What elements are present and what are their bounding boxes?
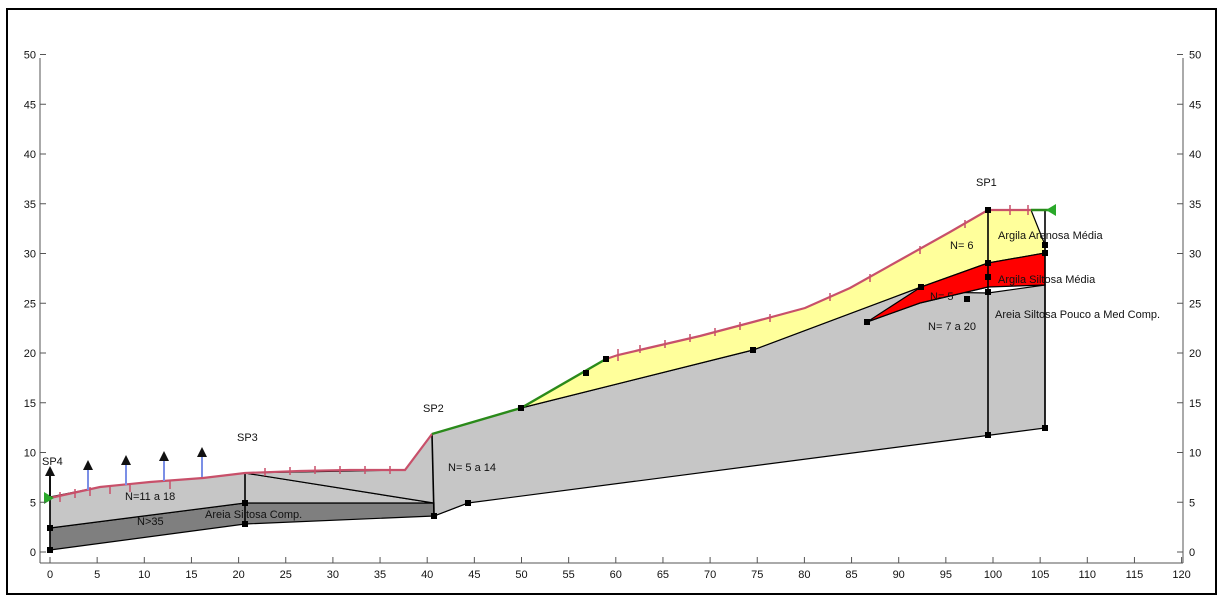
y-tick-label-left: 40 xyxy=(24,149,36,161)
y-tick-label-right: 30 xyxy=(1189,249,1201,261)
x-tick-label: 35 xyxy=(374,569,386,581)
y-tick-label-right: 15 xyxy=(1189,398,1201,410)
borehole-sp4-label: SP4 xyxy=(42,456,63,468)
y-tick-label-left: 25 xyxy=(24,298,36,310)
left-end-marker xyxy=(44,492,54,504)
y-tick-label-right: 50 xyxy=(1189,50,1201,62)
x-tick-label: 80 xyxy=(798,569,810,581)
annotations: SP4 SP3 SP2 SP1 N=11 a 18 N>35 Areia Sil… xyxy=(42,177,1160,528)
y-tick-label-left: 5 xyxy=(30,497,36,509)
right-end-marker xyxy=(1046,204,1056,216)
terrain-surface-right xyxy=(605,208,1031,361)
label-areia-pouco: Areia Siltosa Pouco a Med Comp. xyxy=(995,309,1160,321)
y-tick-label-right: 45 xyxy=(1189,99,1201,111)
x-tick-label: 30 xyxy=(327,569,339,581)
label-n5: N= 5 xyxy=(930,291,954,303)
y-tick-label-left: 15 xyxy=(24,398,36,410)
x-tick-label: 75 xyxy=(751,569,763,581)
x-tick-label: 20 xyxy=(232,569,244,581)
label-argila-siltosa: Argila Siltosa Média xyxy=(998,274,1096,286)
node-markers xyxy=(47,207,1048,553)
x-tick-label: 85 xyxy=(845,569,857,581)
y-tick-label-right: 20 xyxy=(1189,348,1201,360)
layer-group xyxy=(49,209,1046,551)
x-tick-label: 100 xyxy=(984,569,1002,581)
label-n7-20: N= 7 a 20 xyxy=(928,321,976,333)
x-tick-label: 15 xyxy=(185,569,197,581)
x-tick-label: 105 xyxy=(1031,569,1049,581)
y-tick-label-right: 40 xyxy=(1189,149,1201,161)
borehole-sp3-label: SP3 xyxy=(237,432,258,444)
x-tick-label: 45 xyxy=(468,569,480,581)
x-tick-label: 120 xyxy=(1172,569,1190,581)
label-n11-18: N=11 a 18 xyxy=(125,491,175,503)
y-tick-label-left: 35 xyxy=(24,199,36,211)
x-tick-label: 0 xyxy=(47,569,53,581)
x-tick-label: 95 xyxy=(940,569,952,581)
x-tick-label: 55 xyxy=(563,569,575,581)
y-tick-label-left: 0 xyxy=(30,547,36,559)
y-tick-label-left: 20 xyxy=(24,348,36,360)
surface-ticks xyxy=(59,205,1029,502)
x-tick-label: 90 xyxy=(893,569,905,581)
x-tick-label: 50 xyxy=(515,569,527,581)
x-tick-label: 10 xyxy=(138,569,150,581)
x-tick-label: 5 xyxy=(94,569,100,581)
x-tick-label: 70 xyxy=(704,569,716,581)
x-tick-label: 25 xyxy=(280,569,292,581)
borehole-lines xyxy=(49,210,1046,550)
x-tick-label: 60 xyxy=(610,569,622,581)
x-tick-label: 110 xyxy=(1079,569,1097,581)
label-argila-arenosa: Argila Arenosa Média xyxy=(998,230,1103,242)
label-n5-14: N= 5 a 14 xyxy=(448,462,496,474)
terrain-surface-left xyxy=(49,433,433,500)
x-tick-label: 65 xyxy=(657,569,669,581)
label-n35: N>35 xyxy=(137,516,164,528)
label-areia-siltosa-comp: Areia Siltosa Comp. xyxy=(205,509,302,521)
x-tick-label: 115 xyxy=(1126,569,1144,581)
y-tick-label-left: 50 xyxy=(24,50,36,62)
y-tick-label-left: 10 xyxy=(24,448,36,460)
y-tick-label-left: 45 xyxy=(24,99,36,111)
label-n6: N= 6 xyxy=(950,240,974,252)
y-tick-label-right: 25 xyxy=(1189,298,1201,310)
y-tick-label-right: 10 xyxy=(1189,448,1201,460)
y-tick-label-right: 0 xyxy=(1189,547,1195,559)
borehole-sp2-label: SP2 xyxy=(423,403,444,415)
layer-n5-14 xyxy=(244,284,1046,517)
x-tick-label: 40 xyxy=(421,569,433,581)
y-tick-label-right: 35 xyxy=(1189,199,1201,211)
y-tick-label-right: 5 xyxy=(1189,497,1195,509)
borehole-sp1-label: SP1 xyxy=(976,177,997,189)
borehole-sp2-line xyxy=(431,433,435,517)
seepage-arrows xyxy=(45,447,207,496)
y-tick-label-left: 30 xyxy=(24,249,36,261)
